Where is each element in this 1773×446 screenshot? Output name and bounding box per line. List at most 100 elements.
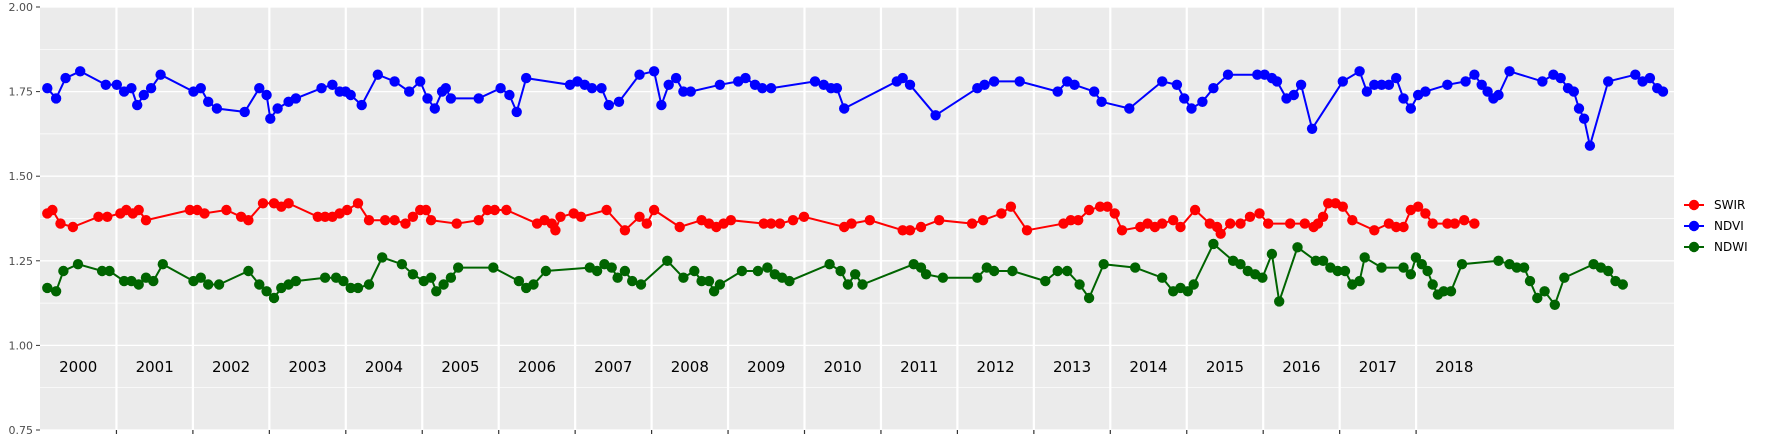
data-point-ndvi xyxy=(404,86,415,97)
data-point-swir xyxy=(283,198,294,209)
data-point-ndwi xyxy=(714,279,726,290)
data-point-swir xyxy=(934,215,945,226)
data-point-ndvi xyxy=(211,103,223,114)
data-point-ndvi xyxy=(132,99,143,111)
data-point-ndvi xyxy=(50,93,62,104)
data-point-ndwi xyxy=(1007,265,1018,277)
data-point-swir xyxy=(1065,215,1077,226)
data-point-ndvi xyxy=(1630,69,1641,80)
data-point-ndvi xyxy=(1376,79,1387,91)
data-point-ndwi xyxy=(612,272,623,283)
data-point-ndwi xyxy=(1539,286,1550,297)
data-point-ndvi xyxy=(1252,69,1263,80)
data-point-ndvi xyxy=(1482,86,1493,97)
data-point-swir xyxy=(619,225,631,236)
data-point-ndwi xyxy=(762,262,773,273)
year-label: 2010 xyxy=(824,358,862,376)
data-point-swir xyxy=(243,215,254,226)
data-point-ndwi xyxy=(850,269,861,280)
year-label: 2018 xyxy=(1435,358,1473,376)
data-point-swir xyxy=(1420,208,1431,219)
data-point-ndwi xyxy=(678,272,689,283)
data-point-swir xyxy=(473,215,484,226)
data-point-ndwi xyxy=(157,259,168,270)
data-point-swir xyxy=(648,204,660,216)
data-point-ndvi xyxy=(126,83,137,94)
data-point-ndwi xyxy=(920,269,932,280)
data-point-ndwi xyxy=(1559,272,1570,283)
data-point-ndvi xyxy=(1179,93,1190,104)
data-point-ndvi xyxy=(678,86,689,97)
data-point-ndvi xyxy=(272,103,283,114)
data-point-swir xyxy=(319,211,331,222)
year-label: 2008 xyxy=(671,358,709,376)
year-label: 2016 xyxy=(1282,358,1320,376)
data-point-ndwi xyxy=(407,269,419,280)
data-point-swir xyxy=(93,211,104,222)
data-point-ndwi xyxy=(1235,259,1246,270)
data-point-ndvi xyxy=(265,113,276,124)
y-axis: 0.75 1.00 1.25 1.50 1.75 2.00 xyxy=(9,1,40,437)
data-point-ndvi xyxy=(1096,96,1107,108)
data-point-ndwi xyxy=(591,265,603,277)
data-point-ndvi xyxy=(440,83,451,94)
data-point-ndwi xyxy=(488,262,499,273)
data-point-ndwi xyxy=(1130,262,1141,273)
data-point-ndvi xyxy=(809,76,821,87)
data-point-swir xyxy=(550,225,561,236)
y-tick-label: 1.50 xyxy=(9,170,34,183)
data-point-swir xyxy=(257,198,269,209)
data-point-ndvi xyxy=(613,96,625,108)
data-point-ndwi xyxy=(1532,292,1543,304)
data-point-ndvi xyxy=(1578,113,1590,124)
data-point-swir xyxy=(1083,204,1095,216)
data-point-ndwi xyxy=(96,265,108,277)
data-point-ndvi xyxy=(1460,76,1471,87)
data-point-ndvi xyxy=(1398,93,1409,104)
data-point-swir xyxy=(966,218,978,229)
data-point-ndwi xyxy=(338,275,349,287)
data-point-swir xyxy=(1323,198,1334,209)
data-point-swir xyxy=(1285,218,1296,229)
data-point-ndwi xyxy=(290,275,302,287)
data-point-ndwi xyxy=(213,279,225,290)
data-point-ndwi xyxy=(1445,286,1457,297)
data-point-ndvi xyxy=(345,89,356,101)
data-point-swir xyxy=(489,204,500,216)
data-point-ndvi xyxy=(1504,66,1515,77)
data-point-ndwi xyxy=(689,265,700,277)
data-point-swir xyxy=(1412,201,1424,212)
legend-key-marker xyxy=(1688,220,1700,232)
data-point-swir xyxy=(1116,225,1128,236)
data-point-ndwi xyxy=(1188,279,1199,290)
data-point-ndwi xyxy=(1456,259,1468,270)
data-point-swir xyxy=(1263,218,1274,229)
data-point-swir xyxy=(1168,215,1179,226)
data-point-ndvi xyxy=(1052,86,1063,97)
data-point-ndvi xyxy=(1361,86,1373,97)
data-point-ndwi xyxy=(345,282,356,294)
data-point-ndvi xyxy=(1442,79,1453,91)
data-point-ndvi xyxy=(586,83,598,94)
data-point-ndvi xyxy=(670,72,682,84)
data-point-ndwi xyxy=(1524,275,1536,287)
data-point-ndvi xyxy=(254,83,265,94)
data-point-ndwi xyxy=(133,279,144,290)
y-tick-label: 1.00 xyxy=(9,339,34,352)
data-point-ndvi xyxy=(1337,76,1349,87)
data-point-swir xyxy=(451,218,462,229)
data-point-ndwi xyxy=(254,279,265,290)
data-point-ndvi xyxy=(648,66,660,77)
data-point-ndwi xyxy=(1339,265,1351,277)
data-point-swir xyxy=(482,204,493,216)
data-point-swir xyxy=(1189,204,1201,216)
data-point-ndwi xyxy=(752,265,764,277)
data-point-ndvi xyxy=(504,89,515,101)
data-point-ndvi xyxy=(1208,83,1219,94)
data-point-ndvi xyxy=(685,86,696,97)
data-point-swir xyxy=(312,211,323,222)
data-point-ndvi xyxy=(1124,103,1135,114)
data-point-ndwi xyxy=(431,286,442,297)
data-point-ndvi xyxy=(1603,76,1614,87)
data-point-swir xyxy=(765,218,777,229)
